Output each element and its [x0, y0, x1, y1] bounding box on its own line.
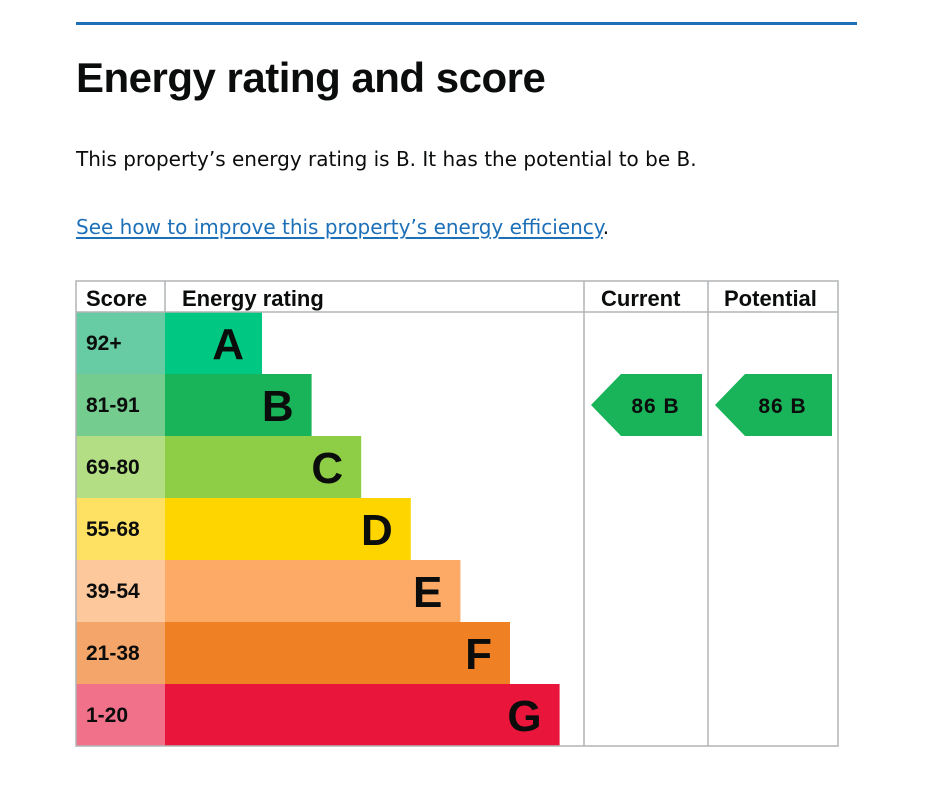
score-range-f: 21-38 — [86, 642, 140, 665]
rating-bar-c — [165, 436, 362, 498]
score-cell-a — [76, 312, 165, 374]
header-score: Score — [86, 286, 147, 311]
rating-letter-b: B — [262, 382, 294, 431]
rating-bar-a — [165, 312, 262, 374]
rating-letter-f: F — [465, 630, 492, 679]
score-cell-g — [76, 684, 165, 746]
rating-bar-b — [165, 374, 312, 436]
potential-rating-label: 86 B — [758, 395, 806, 418]
section-divider — [76, 22, 857, 25]
rating-letter-c: C — [311, 444, 343, 493]
link-full-stop: . — [602, 215, 610, 239]
rating-summary: This property’s energy rating is B. It h… — [76, 147, 697, 171]
score-range-c: 69-80 — [86, 456, 140, 479]
rating-letter-e: E — [413, 568, 442, 617]
score-cell-c — [76, 436, 165, 498]
improve-efficiency-link[interactable]: See how to improve this property’s energ… — [76, 215, 603, 239]
current-rating-label: 86 B — [631, 395, 679, 418]
rating-letter-a: A — [212, 320, 244, 369]
header-energy-rating: Energy rating — [182, 286, 324, 311]
score-range-e: 39-54 — [86, 580, 140, 603]
improve-link-line: See how to improve this property’s energ… — [76, 215, 609, 239]
chart-border — [75, 280, 839, 747]
score-range-g: 1-20 — [86, 704, 128, 727]
header-potential: Potential — [724, 286, 817, 311]
current-rating-arrow — [591, 374, 702, 436]
score-range-b: 81-91 — [86, 394, 140, 417]
rating-letter-g: G — [507, 692, 541, 741]
score-cell-f — [76, 622, 165, 684]
page-title: Energy rating and score — [76, 54, 546, 101]
score-cell-b — [76, 374, 165, 436]
score-cell-d — [76, 498, 165, 560]
score-cell-e — [76, 560, 165, 622]
rating-letter-d: D — [361, 506, 393, 555]
rating-bar-g — [165, 684, 560, 746]
score-range-d: 55-68 — [86, 518, 140, 541]
score-range-a: 92+ — [86, 332, 122, 355]
rating-bar-f — [165, 622, 510, 684]
rating-bar-e — [165, 560, 461, 622]
potential-rating-arrow — [715, 374, 832, 436]
header-current: Current — [601, 286, 681, 311]
rating-bar-d — [165, 498, 411, 560]
